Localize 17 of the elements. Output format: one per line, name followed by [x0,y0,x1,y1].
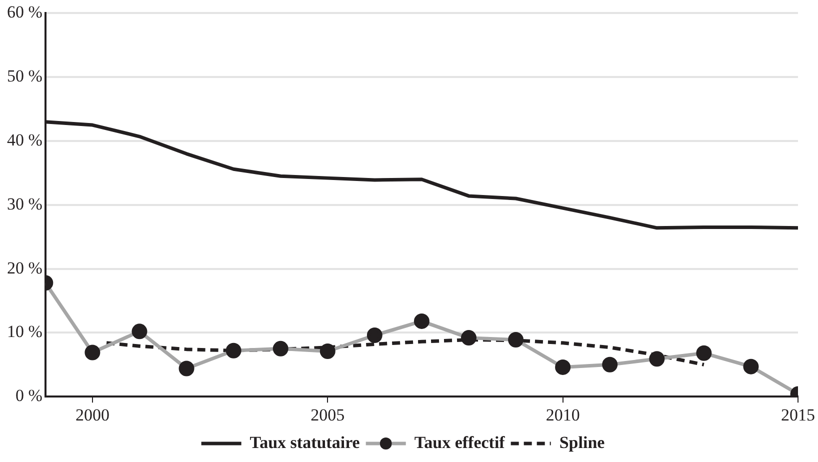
y-tick-label: 20 % [6,258,42,278]
y-tick-label: 0 % [15,386,42,406]
point [508,332,524,348]
x-tick-label: 2000 [75,405,110,424]
x-tick-label: 2015 [781,405,815,424]
legend-label: Taux statutaire [250,432,360,452]
y-tick-label: 50 % [6,66,42,86]
y-tick-label: 10 % [6,322,42,342]
point [226,342,242,358]
legend-label: Spline [559,432,606,452]
y-tick-label: 60 % [6,2,42,22]
y-tick-label: 30 % [6,194,42,214]
legend-label: Taux effectif [414,432,506,452]
point [272,340,288,356]
y-tick-label: 40 % [6,130,42,150]
x-tick-label: 2005 [310,405,345,424]
x-tick-label: 2010 [546,405,580,424]
